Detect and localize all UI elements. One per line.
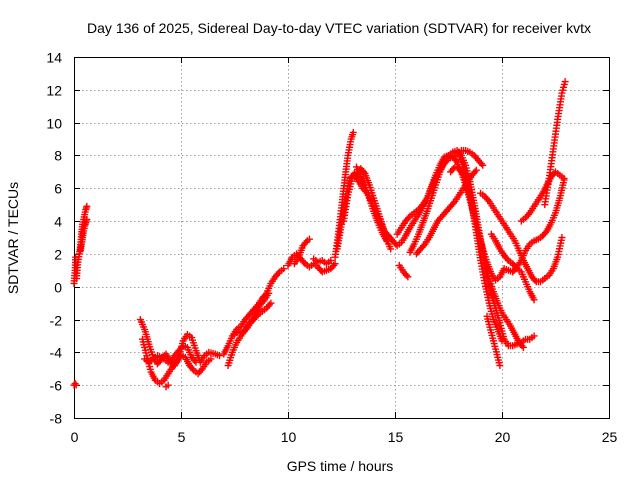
series-arc-z [487,230,538,304]
x-tick-label: 0 [71,429,79,445]
data-point [479,161,487,169]
y-tick-label: 8 [54,148,62,164]
grid-lines [74,57,609,418]
x-tick-label: 15 [388,429,404,445]
y-tick-label: 12 [46,83,62,99]
x-axis-ticks: 0 5 10 15 20 25 [71,57,618,445]
series-arc-r [395,261,412,281]
y-tick-label: 4 [54,214,62,230]
data-point [267,299,275,307]
series-arc-bb [541,78,569,209]
data-markers [70,78,569,391]
data-point [519,343,527,351]
data-point [558,234,566,241]
data-point [207,355,215,363]
y-axis-ticks: -8 -6 -4 -2 0 2 4 6 8 10 12 14 [46,50,609,427]
y-tick-label: 0 [54,280,62,296]
data-point [560,174,568,182]
series-arc-y [477,189,566,286]
x-tick-label: 10 [281,429,297,445]
series-arc-q [352,163,390,245]
y-tick-label: -4 [50,345,63,361]
data-point [280,265,288,273]
y-tick-label: -2 [50,313,63,329]
x-axis-label: GPS time / hours [287,458,394,474]
data-point [382,237,390,245]
data-point [265,289,273,297]
series-arc-c [76,215,91,255]
data-point [83,215,91,223]
x-tick-label: 5 [178,429,186,445]
data-point [387,245,395,253]
data-point [72,381,80,389]
data-point [404,273,412,281]
x-tick-label: 20 [495,429,511,445]
y-tick-label: -6 [50,378,63,394]
y-tick-label: 2 [54,247,62,263]
series-arc-a [70,380,80,389]
data-point [331,260,339,268]
series-arc-b [70,202,91,287]
data-point [530,332,538,340]
series-arc-j [231,289,273,338]
data-point [83,202,91,210]
data-point [216,352,224,360]
plot-frame [74,57,610,419]
y-tick-label: 10 [46,116,62,132]
data-point [349,128,357,136]
series-arc-g [162,381,172,391]
data-point [496,361,504,369]
chart-title: Day 136 of 2025, Sidereal Day-to-day VTE… [87,20,591,36]
series-arc-f [141,342,200,368]
data-point [305,235,313,243]
series-arc-w [455,153,506,345]
data-point [192,358,200,366]
data-point [530,296,538,304]
series-arc-l [290,235,313,268]
series-arc-m [310,255,335,268]
data-point [164,381,172,389]
data-point [472,166,480,174]
data-point [561,78,569,86]
y-tick-label: 14 [46,50,62,66]
y-axis-label: SDTVAR / TECUs [5,182,21,294]
y-tick-label: 6 [54,181,62,197]
data-point [327,256,335,264]
data-point [498,337,506,345]
series-arc-x [483,312,504,369]
series-arc-e [138,335,215,388]
series-arc-aa [517,168,568,225]
y-tick-label: -8 [50,411,63,427]
x-tick-label: 25 [602,429,618,445]
